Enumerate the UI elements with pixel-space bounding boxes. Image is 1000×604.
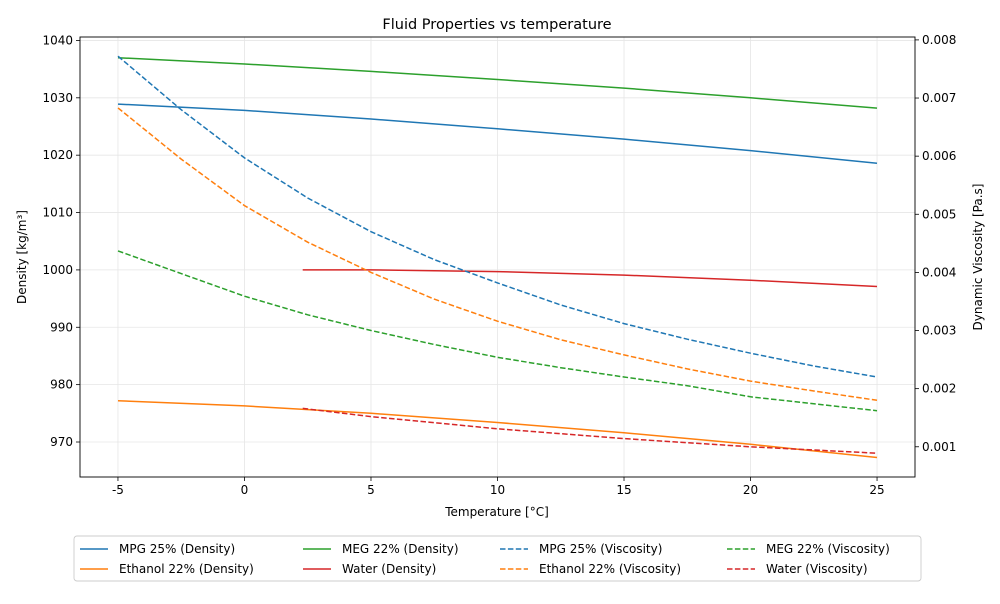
y-left-tick-label: 1030 [42,91,73,105]
series-line-5 [117,55,878,378]
x-tick-label: 5 [367,483,375,497]
x-tick-label: 10 [490,483,505,497]
y-left-tick-label: 1020 [42,148,73,162]
legend-label-2: Ethanol 22% (Density) [119,562,254,576]
y-right-tick-label: 0.002 [922,382,956,396]
legend-label-3: MEG 22% (Density) [342,542,459,556]
x-tick-label: 0 [241,483,249,497]
legend: MPG 25% (Density) Ethanol 22% (Density) ME… [73,535,922,582]
y-axis-left-title: Density [kg/m³] [15,210,29,304]
y-right-tick-label: 0.008 [922,33,956,47]
legend-label-5: MPG 25% (Viscosity) [539,542,662,556]
series-line-7 [117,250,878,412]
series-line-6 [117,107,878,402]
x-tick-label: 20 [743,483,758,497]
axes-layer: -5 0 5 10 15 20 25 970 980 990 1000 1010 1020 1030 104… [42,33,956,497]
series-line-4 [302,269,878,288]
y-left-tick-label: 1000 [42,263,73,277]
series-layer [117,55,878,459]
y-left-tick-label: 990 [50,320,73,334]
y-left-tick-label: 980 [50,378,73,392]
y-right-tick-label: 0.007 [922,91,956,105]
legend-box [73,535,922,582]
legend-label-7: MEG 22% (Viscosity) [766,542,890,556]
legend-label-8: Water (Viscosity) [766,562,868,576]
series-line-1 [117,103,878,164]
y-axis-right-title: Dynamic Viscosity [Pa.s] [971,184,985,331]
y-right-tick-label: 0.006 [922,149,956,163]
y-left-tick-label: 970 [50,435,73,449]
legend-label-4: Water (Density) [342,562,436,576]
y-right-tick-label: 0.001 [922,440,956,454]
x-axis-title: Temperature [°C] [444,505,549,519]
y-left-tick-label: 1010 [42,206,73,220]
y-right-tick-label: 0.004 [922,265,956,279]
legend-label-1: MPG 25% (Density) [119,542,235,556]
grid-layer [80,37,915,477]
x-tick-label: 25 [869,483,884,497]
y-right-tick-label: 0.003 [922,324,956,338]
y-right-tick-label: 0.005 [922,207,956,221]
series-line-8 [302,407,878,454]
chart-title: Fluid Properties vs temperature [382,17,611,33]
y-left-tick-label: 1040 [42,33,73,47]
legend-label-6: Ethanol 22% (Viscosity) [539,562,681,576]
x-tick-label: 15 [616,483,631,497]
series-line-2 [117,399,878,459]
series-line-3 [117,56,878,109]
x-tick-label: -5 [112,483,124,497]
